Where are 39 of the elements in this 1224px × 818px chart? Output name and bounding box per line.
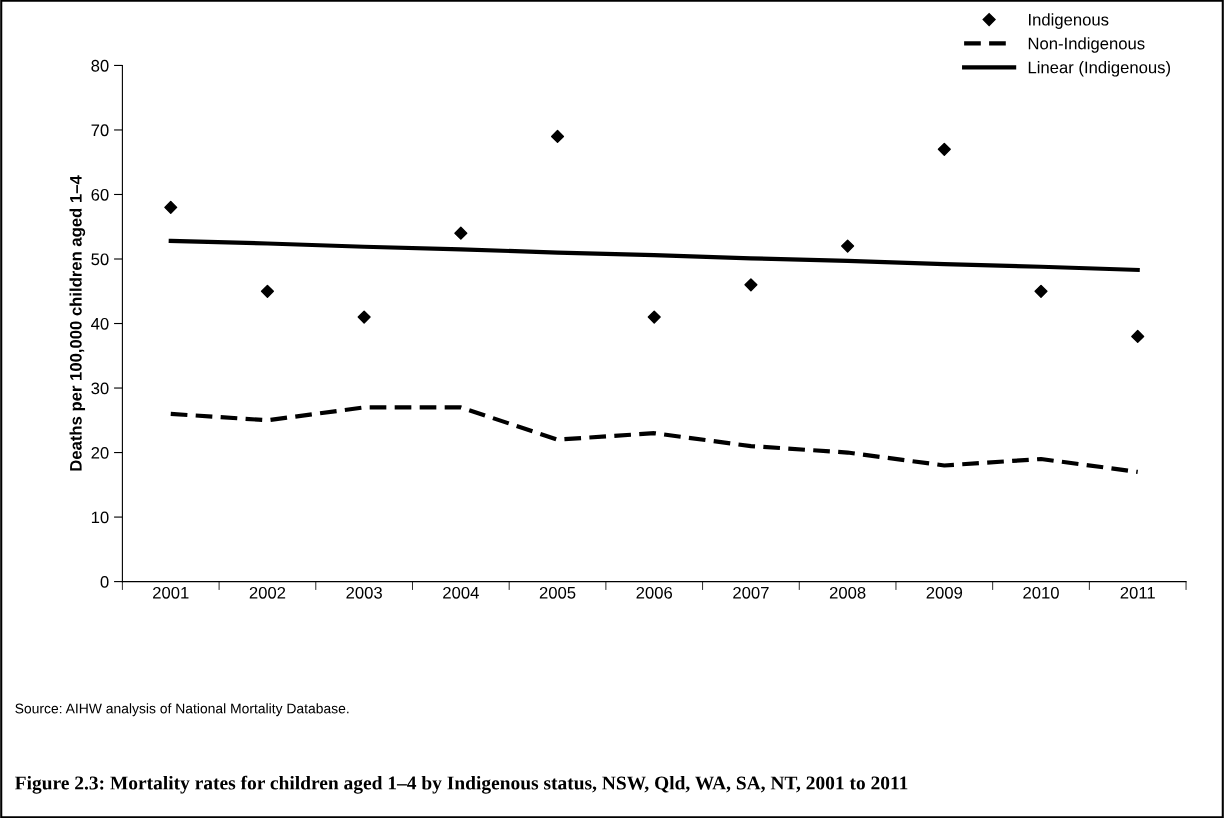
point [550, 129, 565, 143]
x-tick-label: 2011 [1120, 586, 1155, 599]
x-tick-label: 2009 [926, 586, 963, 599]
source-note: Source: AIHW analysis of National Mortality Database. [15, 703, 349, 717]
legend-label: Indigenous [1029, 13, 1109, 29]
y-axis-title: Deaths per 100,000 children aged 1–4 [69, 175, 86, 471]
line-series [168, 238, 1140, 273]
x-tick-label: 2001 [153, 586, 189, 599]
y-tick-label: 70 [91, 124, 109, 137]
point [937, 142, 951, 156]
x-tick-label: 2010 [1023, 586, 1059, 599]
x-tick-label: 2005 [539, 586, 576, 599]
point [841, 239, 855, 253]
y-tick-label: 30 [91, 382, 109, 395]
y-tick-label: 40 [91, 317, 109, 330]
x-tick-label: 2003 [346, 586, 382, 599]
point [647, 310, 661, 324]
y-tick-label: 80 [91, 59, 109, 72]
y-tick-label: 20 [91, 446, 109, 459]
legend-label: Linear (Indigenous) [1028, 61, 1171, 77]
y-tick-label: 60 [91, 188, 109, 201]
text: Figure 2.3: Mortality rates for children aged 1–4 by Indigenous status, NSW, Qld, WA, SA, NT, 2001 to 2011 [15, 775, 908, 794]
point [260, 284, 275, 298]
point [1131, 329, 1145, 344]
point [1034, 284, 1048, 298]
y-tick-label: 10 [91, 511, 109, 524]
x-tick-label: 2007 [733, 586, 769, 599]
point [357, 310, 371, 324]
legend-label: Non-Indigenous [1028, 37, 1145, 53]
x-tick-label: 2006 [636, 586, 673, 599]
point [454, 226, 468, 240]
point [164, 200, 178, 214]
line-series [168, 405, 1140, 474]
x-tick-label: 2008 [829, 586, 866, 599]
x-tick-label: 2002 [249, 586, 286, 599]
x-tick-label: 2004 [443, 586, 479, 599]
point [744, 278, 758, 292]
y-tick-label: 50 [91, 253, 109, 266]
y-tick-label: 0 [100, 576, 109, 588]
